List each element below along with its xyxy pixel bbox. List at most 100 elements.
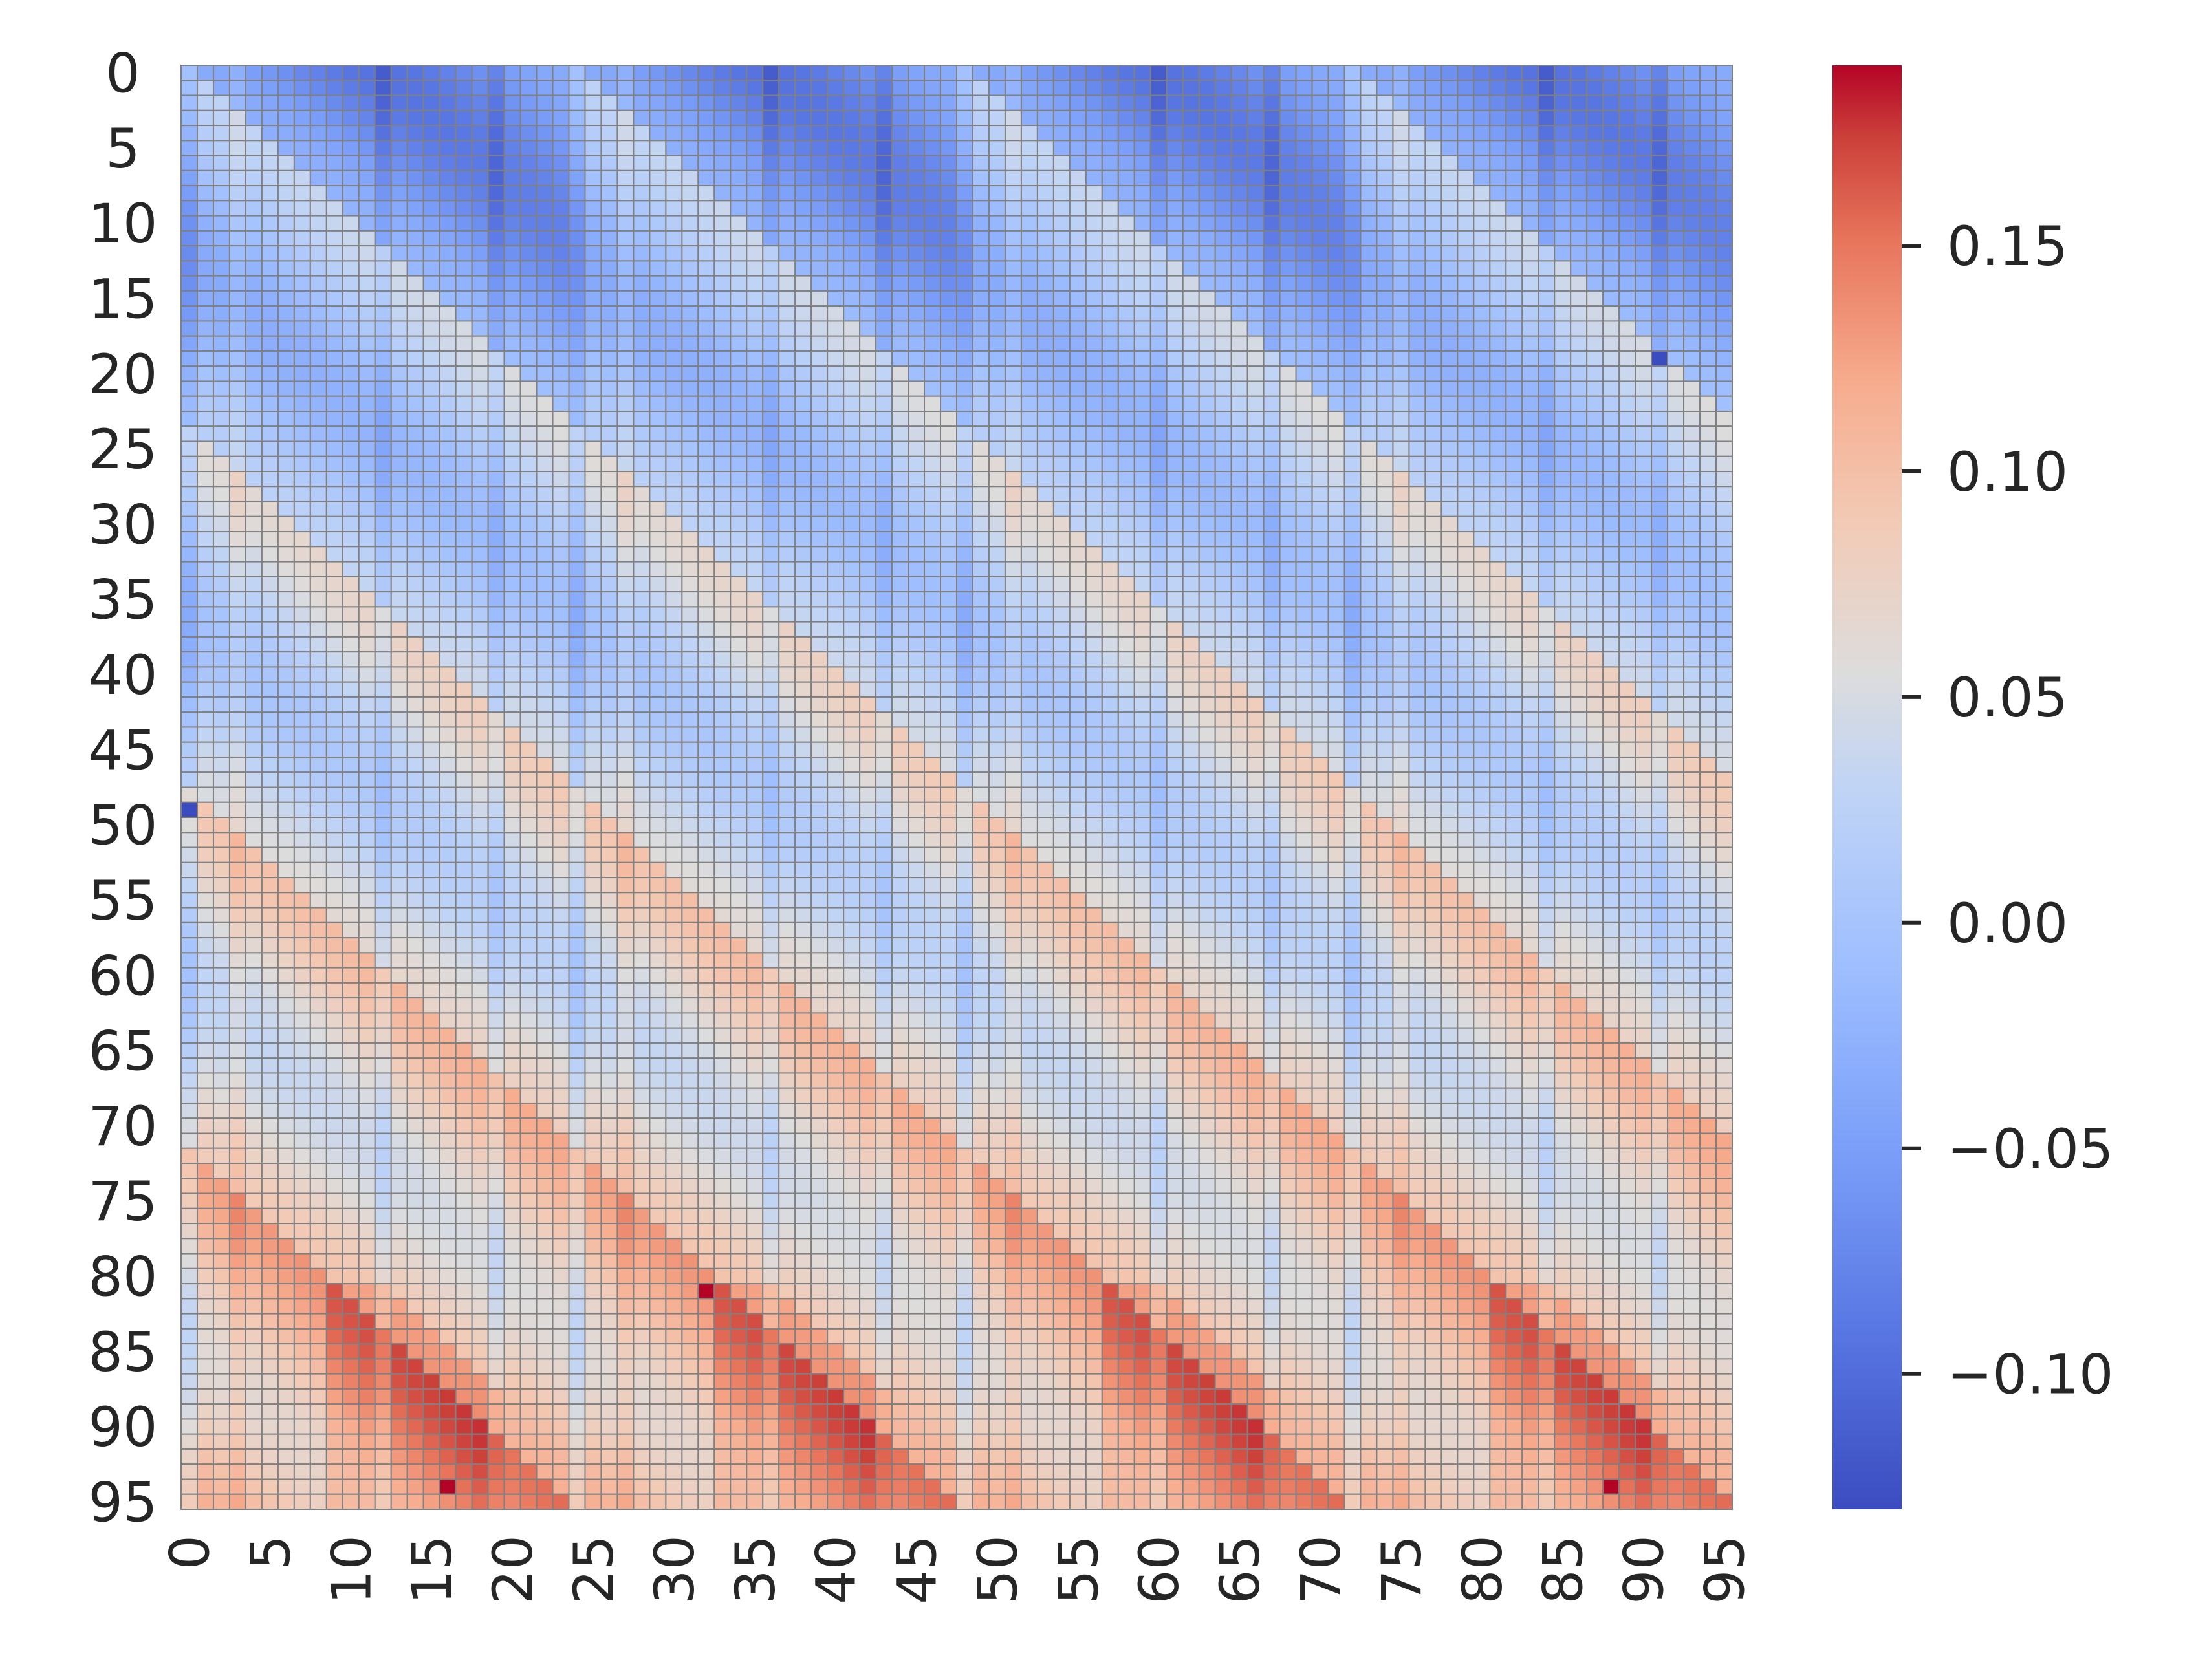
heatmap-cell (778, 832, 796, 848)
heatmap-cell (374, 741, 392, 758)
heatmap-cell (1554, 651, 1572, 668)
heatmap-cell (1085, 94, 1103, 111)
heatmap-cell (245, 666, 263, 683)
heatmap-cell (843, 515, 861, 533)
heatmap-cell (1020, 681, 1038, 698)
heatmap-cell (1263, 636, 1281, 653)
heatmap-cell (1133, 576, 1151, 593)
heatmap-cell (746, 290, 764, 307)
heatmap-cell (1715, 621, 1734, 638)
heatmap-cell (649, 817, 667, 834)
heatmap-cell (552, 94, 570, 111)
heatmap-cell (1473, 455, 1491, 473)
heatmap-cell (293, 260, 311, 277)
heatmap-cell (439, 155, 457, 171)
heatmap-cell (746, 350, 764, 367)
heatmap-cell (455, 726, 473, 743)
heatmap-cell (924, 320, 942, 337)
heatmap-cell (455, 335, 473, 352)
heatmap-cell (827, 305, 845, 322)
heatmap-cell (762, 636, 780, 653)
heatmap-cell (552, 576, 570, 593)
heatmap-cell (1683, 275, 1701, 292)
heatmap-cell (1505, 756, 1523, 773)
heatmap-cell (762, 365, 780, 382)
heatmap-cell (439, 726, 457, 743)
heatmap-cell (600, 125, 618, 142)
heatmap-cell (1101, 305, 1119, 322)
heatmap-cell (1408, 515, 1426, 533)
heatmap-cell (988, 561, 1006, 577)
heatmap-cell (956, 546, 973, 563)
heatmap-cell (746, 215, 764, 232)
heatmap-cell (1440, 440, 1459, 457)
heatmap-cell (1085, 515, 1103, 533)
heatmap-cell (633, 245, 651, 262)
heatmap-cell (1424, 335, 1442, 352)
heatmap-cell (1521, 666, 1539, 683)
heatmap-cell (1230, 410, 1248, 427)
heatmap-cell (293, 290, 311, 307)
heatmap-cell (956, 65, 973, 81)
heatmap-cell (1618, 726, 1636, 743)
heatmap-cell (956, 260, 973, 277)
heatmap-cell (406, 305, 424, 322)
heatmap-cell (794, 771, 812, 788)
heatmap-cell (1311, 606, 1329, 623)
heatmap-cell (875, 380, 893, 397)
heatmap-cell (1699, 531, 1717, 548)
heatmap-cell (1263, 561, 1281, 577)
heatmap-cell (1166, 741, 1184, 758)
heatmap-cell (293, 471, 311, 488)
heatmap-cell (1101, 245, 1119, 262)
heatmap-cell (1360, 305, 1378, 322)
heatmap-cell (778, 711, 796, 728)
heatmap-cell (940, 260, 958, 277)
heatmap-cell (1149, 681, 1168, 698)
heatmap-cell (536, 501, 554, 517)
heatmap-cell (568, 756, 586, 773)
heatmap-cell (762, 290, 780, 307)
heatmap-cell (1052, 486, 1071, 502)
heatmap-cell (584, 666, 602, 683)
heatmap-cell (1182, 275, 1200, 292)
heatmap-cell (536, 125, 554, 142)
heatmap-cell (1263, 140, 1281, 156)
heatmap-cell (1586, 245, 1604, 262)
heatmap-cell (1440, 425, 1459, 442)
heatmap-cell (1020, 666, 1038, 683)
heatmap-cell (1133, 801, 1151, 819)
heatmap-cell (374, 591, 392, 608)
heatmap-cell (325, 425, 343, 442)
heatmap-cell (245, 169, 263, 187)
heatmap-cell (568, 230, 586, 247)
heatmap-cell (1311, 696, 1329, 713)
heatmap-cell (293, 305, 311, 322)
heatmap-cell (1149, 380, 1168, 397)
heatmap-cell (1651, 455, 1669, 473)
heatmap-cell (439, 591, 457, 608)
heatmap-cell (1521, 606, 1539, 623)
heatmap-cell (519, 576, 538, 593)
heatmap-cell (1020, 741, 1038, 758)
heatmap-cell (309, 290, 327, 307)
heatmap-cell (713, 771, 732, 788)
heatmap-cell (358, 756, 376, 773)
heatmap-cell (1343, 350, 1362, 367)
heatmap-cell (794, 515, 812, 533)
heatmap-cell (1214, 515, 1232, 533)
heatmap-cell (600, 440, 618, 457)
heatmap-cell (180, 109, 198, 127)
heatmap-cell (1004, 636, 1022, 653)
heatmap-cell (1214, 606, 1232, 623)
heatmap-cell (584, 290, 602, 307)
heatmap-cell (940, 305, 958, 322)
heatmap-cell (762, 169, 780, 187)
heatmap-cell (1230, 185, 1248, 202)
heatmap-cell (730, 215, 748, 232)
heatmap-cell (843, 666, 861, 683)
heatmap-cell (665, 395, 683, 412)
heatmap-cell (1198, 531, 1216, 548)
heatmap-cell (503, 425, 521, 442)
heatmap-cell (1683, 410, 1701, 427)
